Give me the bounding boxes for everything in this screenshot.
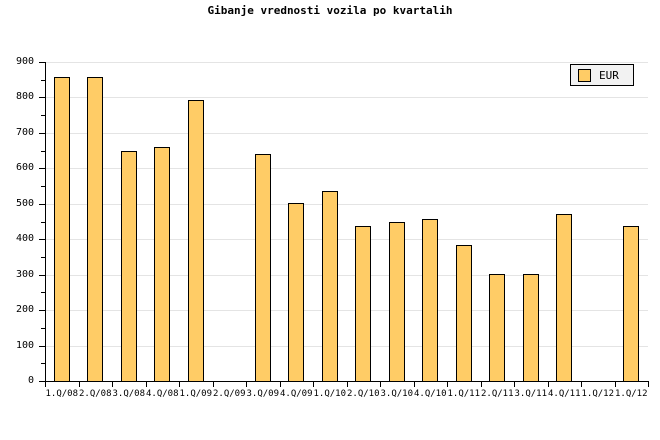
x-axis-label: 4.Q/09 [279, 389, 313, 399]
legend-swatch-eur [578, 68, 591, 82]
y-axis-tick-major [39, 168, 45, 170]
legend[interactable]: EUR [570, 64, 634, 86]
bar[interactable] [187, 100, 204, 382]
y-axis-label: 100 [15, 339, 34, 351]
x-axis-tick [213, 382, 214, 387]
gridline [45, 168, 648, 170]
x-axis-label: 2.Q/08 [78, 389, 112, 399]
x-axis-tick [347, 382, 348, 387]
x-axis-tick [79, 382, 80, 387]
x-axis-label: 1.Q/12 [614, 389, 648, 399]
x-axis-tick [313, 382, 314, 387]
x-axis-label: 1.Q/12 [581, 389, 614, 399]
x-axis-line [45, 381, 649, 382]
gridline [45, 274, 648, 276]
x-axis-tick [280, 382, 281, 387]
plot-area [45, 62, 648, 382]
y-axis-label: 300 [15, 268, 34, 280]
x-axis-tick [380, 382, 381, 387]
x-axis-tick [548, 382, 549, 387]
gridline [45, 132, 648, 134]
y-axis-tick-minor [41, 363, 45, 365]
y-axis-tick-major [39, 345, 45, 347]
bar[interactable] [489, 273, 506, 382]
gridline [45, 345, 648, 347]
y-axis-tick-major [39, 274, 45, 276]
y-axis-tick-minor [41, 221, 45, 223]
x-axis-tick [246, 382, 247, 387]
gridline [45, 203, 648, 205]
x-axis-tick [179, 382, 180, 387]
bar[interactable] [556, 213, 573, 382]
x-axis-tick [146, 382, 147, 387]
chart-title: Gibanje vrednosti vozila po kvartalih [207, 4, 453, 17]
y-axis-label: 200 [15, 304, 34, 316]
x-axis-tick [481, 382, 482, 387]
gridline [45, 62, 648, 63]
x-axis-tick [414, 382, 415, 387]
y-axis-tick-major [39, 62, 45, 63]
gridline [45, 239, 648, 241]
x-axis-label: 3.Q/08 [112, 389, 145, 399]
y-axis-line [45, 62, 46, 382]
bar[interactable] [87, 76, 104, 382]
x-axis-tick [447, 382, 448, 387]
x-axis-label: 1.Q/08 [45, 389, 78, 399]
y-axis-label: 800 [15, 91, 34, 103]
legend-label-eur: EUR [599, 68, 619, 82]
x-axis-label: 3.Q/11 [514, 389, 547, 399]
x-axis-tick [648, 382, 649, 387]
x-axis-label: 3.Q/09 [246, 389, 279, 399]
y-axis-tick-minor [41, 256, 45, 258]
gridline [45, 310, 648, 312]
y-axis-label: 400 [15, 233, 34, 245]
x-axis-tick [514, 382, 515, 387]
bar[interactable] [422, 219, 439, 382]
bar[interactable] [288, 202, 305, 382]
y-axis-tick-major [39, 97, 45, 99]
y-axis-tick-major [39, 239, 45, 241]
x-axis-tick [581, 382, 582, 387]
y-axis-tick-major [39, 381, 45, 382]
x-axis-tick [615, 382, 616, 387]
y-axis-label: 700 [15, 126, 34, 138]
x-axis-label: 4.Q/11 [547, 389, 581, 399]
gridline [45, 97, 648, 99]
bar[interactable] [355, 226, 372, 382]
bar[interactable] [455, 244, 472, 382]
x-axis-label: 4.Q/08 [145, 389, 179, 399]
y-axis-label: 900 [15, 56, 34, 67]
x-axis-label: 3.Q/10 [380, 389, 413, 399]
x-axis-tick [112, 382, 113, 387]
y-axis-tick-minor [41, 186, 45, 188]
x-axis-label: 2.Q/10 [346, 389, 380, 399]
x-axis-label: 2.Q/09 [212, 389, 246, 399]
y-axis-tick-minor [41, 115, 45, 117]
y-axis-tick-minor [41, 292, 45, 294]
x-axis-label: 4.Q/10 [413, 389, 447, 399]
bar[interactable] [623, 226, 640, 382]
y-axis-label: 600 [15, 162, 34, 174]
x-axis-label: 1.Q/09 [179, 389, 212, 399]
y-axis-tick-major [39, 203, 45, 205]
bar[interactable] [154, 147, 171, 382]
y-axis-tick-minor [41, 79, 45, 81]
y-axis-label: 0 [27, 375, 34, 386]
bar[interactable] [388, 221, 405, 382]
bar[interactable] [522, 273, 539, 382]
y-axis-tick-minor [41, 327, 45, 329]
x-axis-label: 2.Q/11 [480, 389, 514, 399]
x-axis-label: 1.Q/10 [313, 389, 346, 399]
bar[interactable] [321, 191, 338, 382]
x-axis-tick [45, 382, 46, 387]
y-axis-tick-major [39, 132, 45, 134]
bar[interactable] [120, 151, 137, 382]
bar[interactable] [53, 76, 70, 382]
y-axis-label: 500 [15, 197, 34, 209]
x-axis-label: 1.Q/11 [447, 389, 480, 399]
bar[interactable] [254, 154, 271, 382]
y-axis-tick-minor [41, 150, 45, 152]
y-axis-tick-major [39, 310, 45, 312]
